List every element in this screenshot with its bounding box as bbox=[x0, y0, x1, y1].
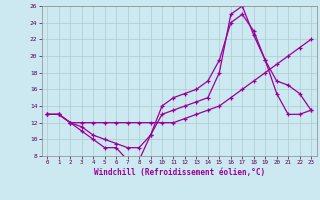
X-axis label: Windchill (Refroidissement éolien,°C): Windchill (Refroidissement éolien,°C) bbox=[94, 168, 265, 177]
